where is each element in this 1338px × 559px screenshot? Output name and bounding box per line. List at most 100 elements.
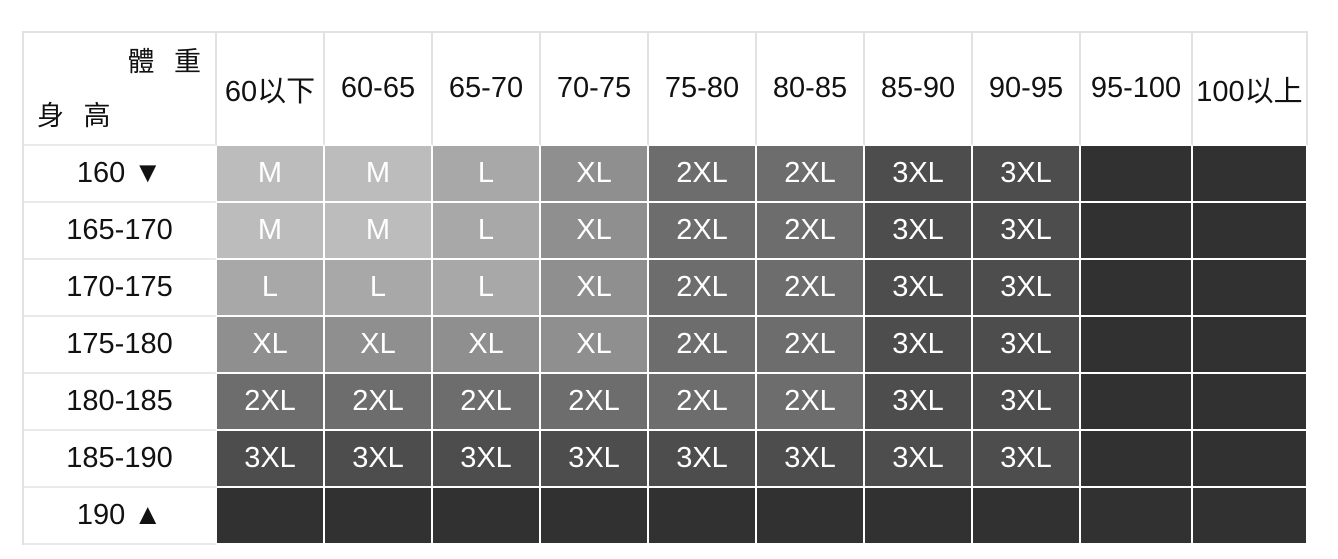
- weight-header-8: 95-100: [1081, 33, 1193, 146]
- size-cell: 3XL: [649, 431, 757, 488]
- height-header-1: 165-170: [24, 203, 217, 260]
- empty-cell: [1081, 203, 1193, 260]
- size-cell: XL: [217, 317, 325, 374]
- size-cell: 3XL: [973, 374, 1081, 431]
- size-cell: 2XL: [757, 146, 865, 203]
- size-cell: 2XL: [757, 203, 865, 260]
- size-cell: L: [433, 146, 541, 203]
- size-cell: 2XL: [649, 146, 757, 203]
- size-cell: 3XL: [757, 431, 865, 488]
- size-cell: 2XL: [757, 260, 865, 317]
- size-cell: 2XL: [649, 203, 757, 260]
- weight-header-7: 90-95: [973, 33, 1081, 146]
- height-header-6: 190 ▲: [24, 488, 217, 545]
- size-cell: XL: [325, 317, 433, 374]
- empty-cell: [973, 488, 1081, 545]
- size-cell: 2XL: [757, 374, 865, 431]
- size-cell: 3XL: [973, 260, 1081, 317]
- size-cell: 2XL: [433, 374, 541, 431]
- table-row-6: 190 ▲: [24, 488, 1308, 545]
- size-cell: XL: [433, 317, 541, 374]
- table-row-1: 165-170 M M L XL 2XL 2XL 3XL 3XL: [24, 203, 1308, 260]
- empty-cell: [1193, 488, 1308, 545]
- empty-cell: [433, 488, 541, 545]
- size-cell: L: [433, 203, 541, 260]
- size-cell: 3XL: [865, 317, 973, 374]
- size-cell: 3XL: [865, 203, 973, 260]
- size-cell: 3XL: [541, 431, 649, 488]
- weight-header-1: 60-65: [325, 33, 433, 146]
- empty-cell: [1081, 146, 1193, 203]
- empty-cell: [1081, 488, 1193, 545]
- height-header-2: 170-175: [24, 260, 217, 317]
- weight-header-2: 65-70: [433, 33, 541, 146]
- table-row-3: 175-180 XL XL XL XL 2XL 2XL 3XL 3XL: [24, 317, 1308, 374]
- table-row-0: 160 ▼ M M L XL 2XL 2XL 3XL 3XL: [24, 146, 1308, 203]
- height-header-0: 160 ▼: [24, 146, 217, 203]
- table-row-5: 185-190 3XL 3XL 3XL 3XL 3XL 3XL 3XL 3XL: [24, 431, 1308, 488]
- size-cell: 2XL: [541, 374, 649, 431]
- empty-cell: [541, 488, 649, 545]
- size-cell: M: [217, 146, 325, 203]
- empty-cell: [1193, 260, 1308, 317]
- size-cell: 3XL: [973, 203, 1081, 260]
- weight-header-9: 100以上: [1193, 33, 1308, 146]
- header-row: 體 重 身 高 60以下 60-65 65-70 70-75 75-80 80-85 85-…: [24, 33, 1308, 146]
- height-header-5: 185-190: [24, 431, 217, 488]
- size-chart-table: 體 重 身 高 60以下 60-65 65-70 70-75 75-80 80-85 85-…: [22, 31, 1308, 545]
- empty-cell: [217, 488, 325, 545]
- height-axis-label: 身 高: [37, 101, 111, 131]
- empty-cell: [757, 488, 865, 545]
- size-cell: 3XL: [973, 146, 1081, 203]
- size-cell: XL: [541, 260, 649, 317]
- weight-header-3: 70-75: [541, 33, 649, 146]
- size-cell: L: [217, 260, 325, 317]
- empty-cell: [1193, 146, 1308, 203]
- empty-cell: [1081, 260, 1193, 317]
- empty-cell: [1081, 374, 1193, 431]
- size-cell: XL: [541, 203, 649, 260]
- size-cell: 2XL: [217, 374, 325, 431]
- size-cell: 2XL: [649, 374, 757, 431]
- size-cell: M: [217, 203, 325, 260]
- size-cell: XL: [541, 146, 649, 203]
- size-cell: M: [325, 146, 433, 203]
- size-cell: 3XL: [325, 431, 433, 488]
- size-cell: 3XL: [217, 431, 325, 488]
- table-row-2: 170-175 L L L XL 2XL 2XL 3XL 3XL: [24, 260, 1308, 317]
- empty-cell: [325, 488, 433, 545]
- empty-cell: [1193, 431, 1308, 488]
- corner-cell: 體 重 身 高: [24, 33, 217, 146]
- height-header-4: 180-185: [24, 374, 217, 431]
- empty-cell: [1193, 203, 1308, 260]
- size-cell: 3XL: [865, 146, 973, 203]
- empty-cell: [1193, 317, 1308, 374]
- size-cell: L: [433, 260, 541, 317]
- height-header-3: 175-180: [24, 317, 217, 374]
- weight-header-6: 85-90: [865, 33, 973, 146]
- table-row-4: 180-185 2XL 2XL 2XL 2XL 2XL 2XL 3XL 3XL: [24, 374, 1308, 431]
- empty-cell: [649, 488, 757, 545]
- size-cell: 3XL: [865, 260, 973, 317]
- weight-header-4: 75-80: [649, 33, 757, 146]
- weight-header-5: 80-85: [757, 33, 865, 146]
- size-cell: L: [325, 260, 433, 317]
- size-cell: 2XL: [325, 374, 433, 431]
- empty-cell: [1193, 374, 1308, 431]
- size-cell: 3XL: [865, 374, 973, 431]
- size-cell: 2XL: [649, 260, 757, 317]
- size-cell: XL: [541, 317, 649, 374]
- empty-cell: [865, 488, 973, 545]
- size-cell: 3XL: [973, 317, 1081, 374]
- empty-cell: [1081, 317, 1193, 374]
- size-cell: 3XL: [973, 431, 1081, 488]
- size-cell: 2XL: [757, 317, 865, 374]
- size-cell: 2XL: [649, 317, 757, 374]
- weight-axis-label: 體 重: [127, 47, 201, 77]
- size-cell: 3XL: [433, 431, 541, 488]
- empty-cell: [1081, 431, 1193, 488]
- size-cell: 3XL: [865, 431, 973, 488]
- size-cell: M: [325, 203, 433, 260]
- weight-header-0: 60以下: [217, 33, 325, 146]
